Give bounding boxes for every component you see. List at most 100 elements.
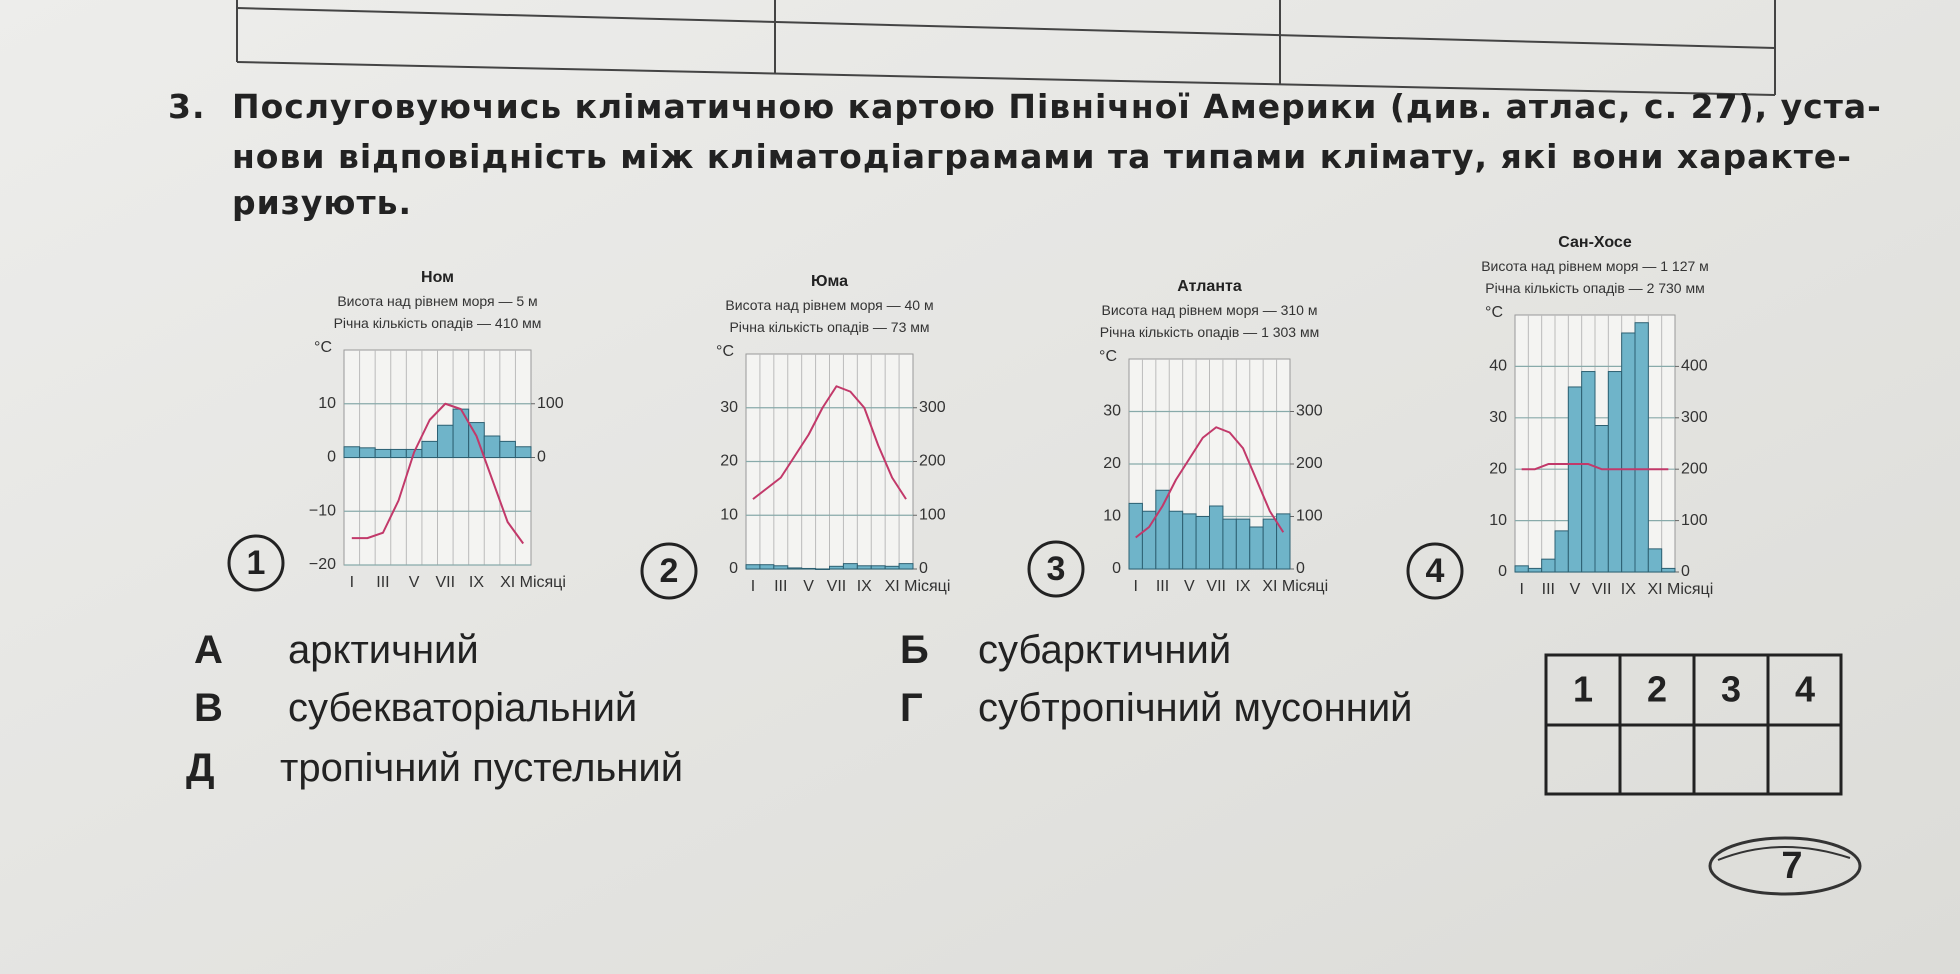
- precipitation-bar: [787, 567, 803, 570]
- precipitation-bar: [1209, 505, 1224, 570]
- month-label: I: [1519, 581, 1523, 598]
- y2-tick-label: 200: [1296, 455, 1323, 472]
- precipitation-total: Річна кількість опадів — 73 мм: [729, 319, 929, 335]
- y2-tick-label: 0: [919, 560, 928, 577]
- month-label: VII: [827, 578, 847, 595]
- month-label: I: [751, 578, 755, 595]
- y-axis-label: °С: [716, 343, 734, 360]
- month-label: III: [1156, 578, 1169, 595]
- precipitation-bar: [842, 563, 858, 570]
- option-letter: Д: [186, 746, 215, 790]
- precipitation-bar: [1249, 526, 1264, 570]
- precipitation-bar: [1607, 371, 1623, 573]
- precipitation-bar: [801, 567, 817, 570]
- precipitation-bar: [483, 435, 501, 458]
- elevation: Висота над рівнем моря — 1 127 м: [1481, 258, 1709, 274]
- precipitation-bar: [499, 440, 516, 458]
- precipitation-bar: [856, 565, 872, 570]
- y2-tick-label: 0: [537, 449, 546, 466]
- option-letter: А: [194, 628, 223, 672]
- month-label: IX: [857, 578, 872, 595]
- month-label: XI: [1262, 578, 1277, 595]
- y-tick-label: 0: [1498, 563, 1507, 580]
- table-header-cell: 3: [1721, 669, 1741, 710]
- precipitation-bar: [1222, 518, 1237, 570]
- y2-tick-label: 100: [537, 395, 564, 412]
- precipitation-bar: [745, 564, 761, 570]
- task-number: 3.: [168, 87, 206, 126]
- elevation: Висота над рівнем моря — 310 м: [1102, 302, 1318, 318]
- marker: 3: [1047, 550, 1066, 588]
- precipitation-bar: [343, 446, 361, 458]
- precipitation-bar: [1554, 530, 1569, 573]
- option-letter: Б: [900, 628, 929, 672]
- y2-tick-label: 0: [1296, 560, 1305, 577]
- precipitation-bar: [773, 565, 789, 570]
- y-tick-label: 10: [1489, 512, 1507, 529]
- month-label: XI: [500, 574, 515, 591]
- marker: 2: [660, 552, 679, 590]
- y-tick-label: 0: [327, 449, 336, 466]
- month-label: XI: [885, 578, 900, 595]
- y2-tick-label: 200: [919, 453, 946, 470]
- precipitation-bar: [1527, 567, 1543, 573]
- x-axis-label: Місяці: [1667, 581, 1713, 598]
- precipitation-bar: [1634, 322, 1649, 573]
- y-tick-label: 0: [729, 560, 738, 577]
- precipitation-bar: [1235, 518, 1251, 570]
- precipitation-bar: [1514, 565, 1529, 573]
- precipitation-total: Річна кількість опадів — 1 303 мм: [1100, 324, 1320, 340]
- precipitation-bar: [1155, 489, 1170, 570]
- month-label: V: [1570, 581, 1581, 598]
- precipitation-bar: [1581, 371, 1596, 573]
- task-line: нови відповідність між кліматодіаграмами…: [232, 137, 1852, 176]
- precipitation-bar: [1594, 425, 1609, 573]
- temperature-curve: [351, 402, 525, 545]
- month-label: IX: [469, 574, 484, 591]
- precipitation-bar: [421, 440, 438, 458]
- option-text: арктичний: [288, 628, 479, 672]
- precipitation-bar: [374, 448, 392, 458]
- precipitation-bar: [1621, 332, 1636, 573]
- marker-circle: [640, 542, 698, 600]
- month-label: IX: [1621, 581, 1636, 598]
- marker-circle: [227, 534, 285, 592]
- answer-table: [1544, 653, 1843, 796]
- precipitation-bar: [1195, 516, 1211, 570]
- y2-tick-label: 200: [1681, 460, 1708, 477]
- marker-circle: [1406, 542, 1464, 600]
- precipitation-bar: [1168, 510, 1184, 570]
- page-number-badge: [1708, 836, 1862, 896]
- climate-diagram: Атланта Висота над рівнем моря — 310 м Річ…: [1027, 278, 1328, 598]
- table-header-cell: 4: [1795, 669, 1815, 710]
- y2-tick-label: 400: [1681, 358, 1708, 375]
- y-tick-label: 30: [1103, 403, 1121, 420]
- climate-diagram: Сан-Хосе Висота над рівнем моря — 1 127 м…: [1406, 234, 1713, 600]
- task-line: Послуговуючись кліматичною картою Північ…: [232, 87, 1882, 126]
- option-text: субарктичний: [978, 628, 1231, 672]
- precipitation-bar: [1276, 513, 1291, 570]
- y-axis-label: °С: [1099, 348, 1117, 365]
- top-table: [236, 0, 1776, 96]
- page-number: 7: [1781, 845, 1802, 887]
- y2-tick-label: 300: [919, 399, 946, 416]
- month-label: XI: [1647, 581, 1662, 598]
- y-tick-label: 30: [1489, 409, 1507, 426]
- marker: 1: [247, 544, 266, 582]
- y2-tick-label: 300: [1296, 403, 1323, 420]
- precipitation-bar: [884, 565, 900, 570]
- month-label: V: [409, 574, 420, 591]
- precipitation-total: Річна кількість опадів — 2 730 мм: [1485, 280, 1705, 296]
- elevation: Висота над рівнем моря — 5 м: [337, 293, 537, 309]
- precipitation-bar: [514, 446, 532, 458]
- y-tick-label: 40: [1489, 358, 1507, 375]
- month-label: V: [803, 578, 814, 595]
- y2-tick-label: 100: [919, 506, 946, 523]
- month-label: III: [1542, 581, 1555, 598]
- month-label: I: [350, 574, 354, 591]
- precipitation-bar: [437, 424, 454, 458]
- month-label: I: [1133, 578, 1137, 595]
- precipitation-bar: [390, 448, 407, 458]
- precipitation-total: Річна кількість опадів — 410 мм: [334, 315, 542, 331]
- y2-tick-label: 0: [1681, 563, 1690, 580]
